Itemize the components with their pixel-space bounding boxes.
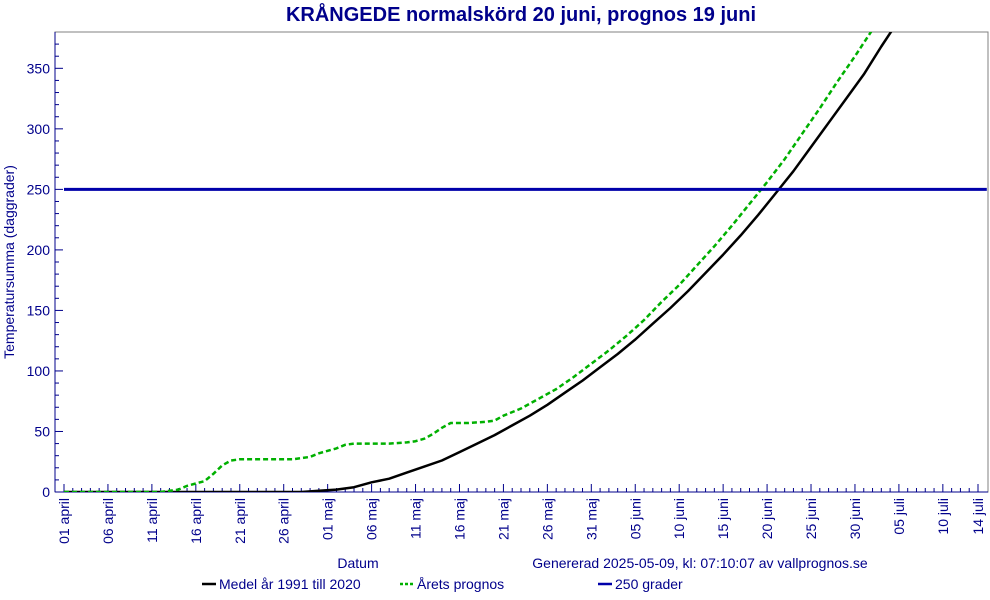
x-tick-label: 30 juni [847,498,863,539]
x-tick-label: 10 juni [671,498,687,539]
x-tick-label: 11 maj [408,498,424,539]
x-tick-label: 26 april [276,498,292,544]
x-tick-label: 01 april [56,498,72,544]
x-tick-label: 15 juni [715,498,731,539]
y-tick-label: 100 [27,363,51,379]
x-tick-label: 01 maj [320,498,336,540]
y-axis-label: Temperatursumma (daggrader) [1,165,17,359]
y-tick-label: 350 [27,60,51,76]
plot-border [54,31,989,493]
series-line-1 [64,32,893,492]
y-tick-label: 200 [27,242,51,258]
x-tick-label: 20 juni [759,498,775,539]
x-tick-label: 21 april [232,498,248,544]
y-tick-label: 300 [27,121,51,137]
y-tick-label: 0 [42,484,50,500]
x-tick-label: 10 juli [935,498,951,535]
x-axis-label: Datum [337,555,378,571]
x-tick-label: 16 maj [451,498,467,540]
x-tick-label: 21 maj [495,498,511,540]
x-tick-label: 31 maj [583,498,599,540]
y-tick-label: 150 [27,302,51,318]
series-layer [64,32,987,492]
plot-frame [54,31,989,493]
x-tick-label: 06 maj [364,498,380,540]
legend-label-3: 250 grader [615,576,683,592]
legend-label-1: Medel år 1991 till 2020 [219,576,361,592]
series-line-2 [64,32,873,492]
x-tick-label: 26 maj [539,498,555,540]
legend-label-2: Årets prognos [417,576,504,592]
x-tick-label: 25 juni [803,498,819,539]
x-tick-label: 16 april [188,498,204,544]
legend: Medel år 1991 till 2020 Årets prognos 250 … [202,576,683,592]
x-tick-label: 06 april [100,498,116,544]
x-tick-label: 14 juli [970,498,986,535]
chart-title: KRÅNGEDE normalskörd 20 juni, prognos 19… [286,2,756,26]
generated-footer: Genererad 2025-05-09, kl: 07:10:07 av va… [532,555,868,571]
x-tick-label: 05 juni [627,498,643,539]
x-axis: 01 april 06 april 11 april 16 april 21 april… [56,484,986,544]
y-tick-label: 50 [34,423,50,439]
x-tick-label: 05 juli [891,498,907,535]
x-tick-label: 11 april [144,498,160,543]
y-axis: 0 50 100 150 200 250 300 350 [27,43,63,500]
y-tick-label: 250 [27,181,51,197]
